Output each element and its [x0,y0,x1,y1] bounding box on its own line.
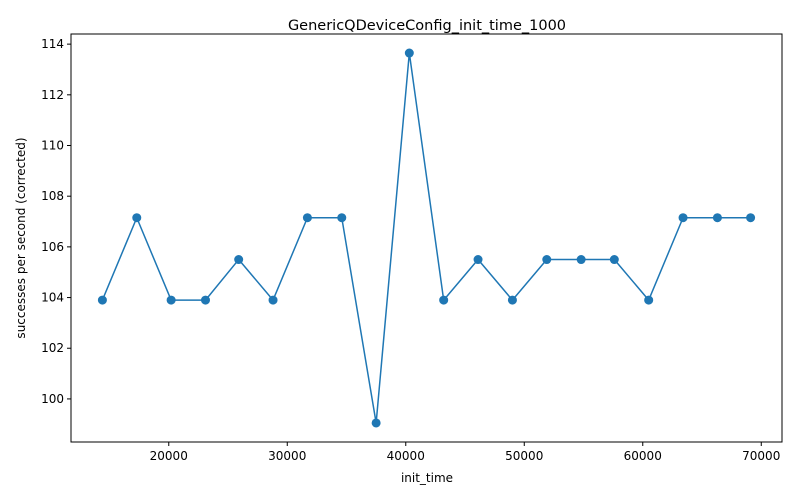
x-tick-label: 20000 [150,449,188,463]
y-tick-label: 108 [41,189,64,203]
data-point [371,418,381,428]
y-tick-label: 110 [41,139,64,153]
data-point [609,255,619,265]
data-point [166,295,176,305]
data-point [507,295,517,305]
data-point [712,213,722,223]
data-point [268,295,278,305]
data-point [678,213,688,223]
x-tick-label: 30000 [268,449,306,463]
x-tick-label: 60000 [624,449,662,463]
data-point [337,213,347,223]
y-tick-label: 106 [41,240,64,254]
data-point [576,255,586,265]
y-tick-label: 114 [41,37,64,51]
y-axis-label: successes per second (corrected) [14,137,28,338]
data-point [542,255,552,265]
y-tick-label: 102 [41,341,64,355]
y-tick-label: 104 [41,291,64,305]
series-line [101,52,751,424]
x-axis-label: init_time [401,471,453,485]
plot-frame [70,33,783,443]
data-point [439,295,449,305]
x-tick-label: 40000 [387,449,425,463]
chart-title: GenericQDeviceConfig_init_time_1000 [288,18,566,34]
data-point [746,213,756,223]
data-point [473,255,483,265]
x-tick-label: 50000 [505,449,543,463]
data-point [97,295,107,305]
y-tick-label: 112 [41,88,64,102]
y-tick-label: 100 [41,392,64,406]
data-point [302,213,312,223]
data-point [132,213,142,223]
data-point [644,295,654,305]
data-point [234,255,244,265]
x-tick-label: 70000 [742,449,780,463]
data-point [200,295,210,305]
data-point [404,48,414,58]
